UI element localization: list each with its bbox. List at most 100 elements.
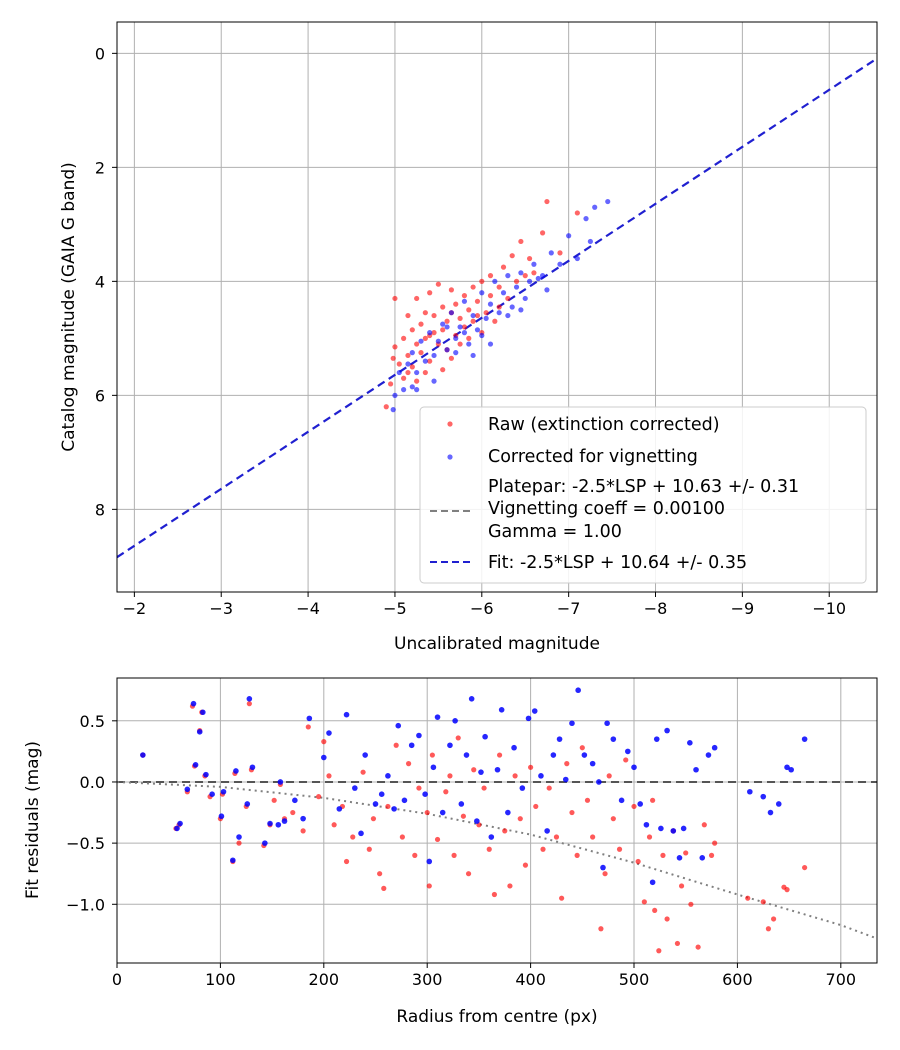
bottom-y-tick-label: 0.0 xyxy=(80,773,105,792)
top-raw-point xyxy=(427,358,433,364)
top-panel: −2 −3 −4 −5 −6 −7 −8 −9 −10 0 2 4 6 8 Uncalibrated ma… xyxy=(59,21,878,654)
bottom-raw-point xyxy=(564,761,570,767)
bottom-raw-point xyxy=(370,816,377,822)
top-corrected-point xyxy=(414,369,420,376)
top-corrected-point xyxy=(444,324,450,330)
bottom-corrected-point xyxy=(452,718,458,724)
top-fit-line-group xyxy=(116,57,878,559)
bottom-corrected-point xyxy=(306,715,313,722)
bottom-raw-point xyxy=(652,907,658,914)
top-raw-point xyxy=(522,273,528,279)
bottom-plot-background xyxy=(117,678,877,963)
bottom-corrected-point xyxy=(525,715,532,722)
bottom-raw-point xyxy=(559,895,565,901)
top-corrected-point xyxy=(414,387,420,393)
top-y-tick-label: 8 xyxy=(95,500,105,519)
bottom-corrected-point xyxy=(788,766,794,773)
bottom-raw-point xyxy=(481,785,487,791)
top-corrected-point xyxy=(500,290,507,296)
bottom-corrected-point xyxy=(430,764,437,771)
top-corrected-point xyxy=(396,369,402,376)
bottom-raw-point xyxy=(455,735,461,741)
top-corrected-point xyxy=(605,198,611,205)
top-corrected-point xyxy=(492,278,498,284)
top-raw-point xyxy=(574,210,580,216)
bottom-raw-point xyxy=(584,797,591,803)
top-corrected-point xyxy=(487,301,494,307)
bottom-raw-point xyxy=(385,803,391,810)
bottom-raw-point xyxy=(271,797,277,803)
bottom-corrected-point xyxy=(408,742,415,749)
bottom-corrected-point xyxy=(618,797,625,804)
top-raw-point xyxy=(431,330,437,336)
top-raw-point xyxy=(440,327,446,333)
top-corrected-point xyxy=(457,324,463,330)
top-corrected-point xyxy=(518,307,524,313)
top-corrected-point xyxy=(422,358,428,364)
top-raw-point xyxy=(405,352,411,359)
bottom-corrected-point xyxy=(192,762,199,768)
bottom-corrected-point xyxy=(482,733,488,740)
bottom-raw-point xyxy=(451,852,457,858)
top-raw-point xyxy=(496,284,502,290)
bottom-corrected-point xyxy=(190,700,197,707)
bottom-raw-point xyxy=(760,899,766,905)
top-corrected-point xyxy=(390,407,396,413)
bottom-corrected-point xyxy=(267,820,273,827)
bottom-panel: 0 100 200 300 400 500 600 700 0.5 0.0 −0.5 −1.0 Rad… xyxy=(23,677,878,1027)
bottom-raw-point xyxy=(784,887,790,893)
bottom-raw-point xyxy=(381,885,387,891)
top-corrected-point xyxy=(583,216,589,222)
bottom-corrected-point xyxy=(575,687,581,694)
bottom-corrected-point xyxy=(372,801,379,807)
bottom-raw-point xyxy=(360,769,366,775)
bottom-corrected-point xyxy=(680,825,687,832)
top-fit-line xyxy=(116,57,878,559)
top-raw-point xyxy=(544,198,550,205)
bottom-corrected-point xyxy=(767,809,774,816)
top-x-tick-label: −10 xyxy=(812,599,846,618)
bottom-corrected-point xyxy=(658,825,664,832)
bottom-raw-point xyxy=(416,785,422,791)
legend-fit-label: Fit: -2.5*LSP + 10.64 +/- 0.35 xyxy=(488,553,747,573)
bottom-corrected-point xyxy=(352,785,358,791)
bottom-raw-point xyxy=(424,809,430,816)
bottom-corrected-point xyxy=(426,858,433,865)
bottom-raw-point xyxy=(471,767,477,773)
bottom-x-tick-label: 100 xyxy=(205,970,236,989)
bottom-corrected-point xyxy=(378,791,385,798)
bottom-corrected-point xyxy=(277,779,284,785)
top-corrected-point xyxy=(453,350,459,356)
top-raw-point xyxy=(405,369,411,376)
bottom-raw-point xyxy=(540,846,546,852)
bottom-vignetting-curve xyxy=(116,780,878,940)
bottom-raw-point xyxy=(377,871,383,877)
top-raw-point xyxy=(392,295,398,302)
bottom-corrected-point xyxy=(218,813,225,820)
bottom-corrected-point xyxy=(505,809,511,816)
bottom-y-tick-label: −1.0 xyxy=(66,895,105,914)
bottom-plot-frame xyxy=(116,677,878,964)
bottom-corrected-point xyxy=(562,776,569,783)
bottom-corrected-point xyxy=(434,714,441,720)
bottom-corrected-point xyxy=(538,773,544,779)
top-raw-point xyxy=(526,255,533,262)
bottom-raw-point xyxy=(316,794,322,800)
legend-raw-marker xyxy=(447,421,453,427)
bottom-corrected-point xyxy=(687,740,693,746)
bottom-corrected-point xyxy=(249,764,256,771)
top-corrected-point xyxy=(444,347,450,353)
top-raw-point xyxy=(409,364,415,370)
top-raw-point xyxy=(448,287,454,293)
legend-corrected-marker xyxy=(447,454,453,460)
bottom-raw-point xyxy=(646,834,653,840)
top-corrected-point xyxy=(513,284,520,290)
bottom-raw-point xyxy=(434,836,441,843)
bottom-corrected-point xyxy=(196,729,203,735)
top-corrected-point xyxy=(470,352,476,359)
bottom-corrected-point xyxy=(596,779,602,785)
bottom-corrected-point xyxy=(422,791,428,798)
bottom-corrected-point xyxy=(177,820,183,827)
top-y-tick-label: 2 xyxy=(95,158,105,177)
